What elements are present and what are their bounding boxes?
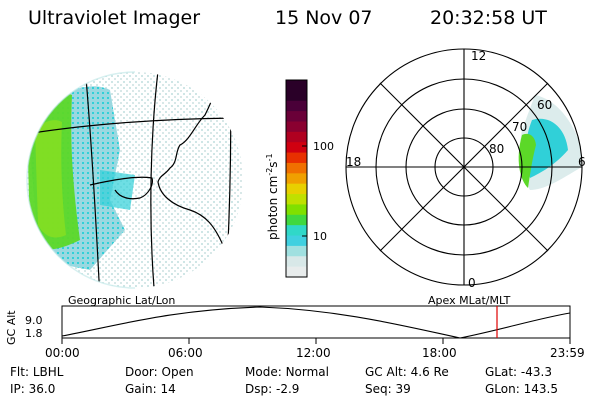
color-bar-segment <box>286 131 307 143</box>
status-mode: Mode: Normal <box>245 365 329 379</box>
status-key: Dsp: <box>245 382 273 396</box>
status-key: IP: <box>10 382 25 396</box>
color-bar-segment <box>286 214 307 226</box>
status-value: LBHL <box>32 365 64 379</box>
status-value: -2.9 <box>275 382 300 396</box>
status-value: -43.3 <box>520 365 552 379</box>
color-bar-segment <box>286 100 307 112</box>
status-value: 14 <box>160 382 176 396</box>
time-label: 20:32:58 UT <box>430 7 547 29</box>
color-bar-segment <box>286 204 307 216</box>
geographic-title: Geographic Lat/Lon <box>68 294 176 307</box>
status-gc-alt: GC Alt: 4.6 Re <box>365 365 449 379</box>
date-label: 15 Nov 07 <box>275 7 373 29</box>
color-bar-segment <box>286 152 307 164</box>
status-glat: GLat: -43.3 <box>485 365 552 379</box>
y-tick-1-8: 1.8 <box>25 327 43 340</box>
status-value: 39 <box>395 382 411 396</box>
status-dsp: Dsp: -2.9 <box>245 382 299 396</box>
status-key: GC Alt: <box>365 365 407 379</box>
status-key: GLat: <box>485 365 518 379</box>
status-value: 36.0 <box>28 382 56 396</box>
color-bar-frame <box>285 79 308 278</box>
status-key: Door: <box>125 365 158 379</box>
x-tick-label-1800: 18:00 <box>422 346 457 360</box>
x-tick-label-0600: 06:00 <box>168 346 203 360</box>
mlt-label-18: 18 <box>346 155 361 169</box>
gc-alt-axis-title: GC Alt <box>5 310 18 345</box>
color-bar-segment <box>286 173 307 185</box>
color-bar-segment <box>286 111 307 123</box>
status-ip: IP: 36.0 <box>10 382 55 396</box>
color-bar-segment <box>286 245 307 257</box>
lat-label-80: 80 <box>489 142 504 156</box>
instrument-title: Ultraviolet Imager <box>28 7 201 29</box>
status-gain: Gain: 14 <box>125 382 176 396</box>
x-tick-label-1200: 12:00 <box>296 346 331 360</box>
status-glon: GLon: 143.5 <box>485 382 558 396</box>
mlt-label-6: 6 <box>578 155 586 169</box>
status-seq: Seq: 39 <box>365 382 411 396</box>
color-bar-segment <box>286 121 307 133</box>
mlt-label-0: 0 <box>468 276 476 290</box>
altitude-curve <box>61 306 571 339</box>
color-bar-segment <box>286 225 307 237</box>
status-value: Normal <box>285 365 329 379</box>
lat-label-60: 60 <box>537 98 552 112</box>
polar-diagonal <box>379 82 549 252</box>
color-bar-segment <box>286 266 307 278</box>
status-value: Open <box>161 365 194 379</box>
color-bar-tick-label: 100 <box>313 140 334 153</box>
status-flt: Flt: LBHL <box>10 365 63 379</box>
status-value: 143.5 <box>523 382 558 396</box>
status-door: Door: Open <box>125 365 194 379</box>
color-bar-segment <box>286 90 307 102</box>
y-tick-9: 9.0 <box>25 314 43 327</box>
polar-auroral-image <box>518 95 582 190</box>
x-tick-label-0000: 00:00 <box>45 346 80 360</box>
status-key: GLon: <box>485 382 520 396</box>
status-key: Mode: <box>245 365 282 379</box>
color-bar-segment <box>286 235 307 247</box>
color-bar-segment <box>286 80 307 91</box>
color-bar-segment <box>286 183 307 195</box>
color-bar-gradient <box>286 80 307 278</box>
apex-title: Apex MLat/MLT <box>428 294 511 307</box>
color-bar-segment <box>286 194 307 206</box>
x-tick-label-2359: 23:59 <box>550 346 585 360</box>
color-bar-segment <box>286 162 307 174</box>
color-bar-segment <box>286 256 307 268</box>
status-key: Seq: <box>365 382 392 396</box>
status-value: 4.6 Re <box>410 365 449 379</box>
color-bar-segment <box>286 142 307 154</box>
status-key: Gain: <box>125 382 157 396</box>
lat-label-70: 70 <box>512 120 527 134</box>
status-key: Flt: <box>10 365 29 379</box>
color-bar-tick-label: 10 <box>313 230 327 243</box>
mlt-label-12: 12 <box>471 49 486 63</box>
